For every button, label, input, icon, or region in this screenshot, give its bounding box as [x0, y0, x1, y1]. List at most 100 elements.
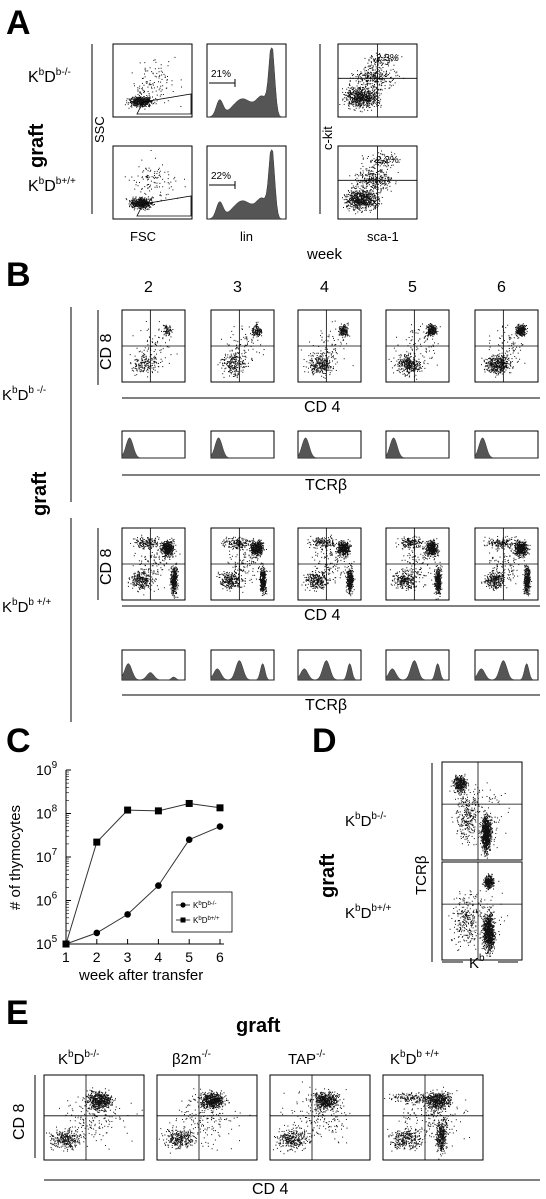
- panel-e-dotplot-1: [156, 1074, 258, 1161]
- panel-b-ko-dotplot-wk6-dots: [481, 323, 528, 378]
- panel-a-sca1-plot-0: 2.3%: [337, 43, 418, 118]
- panel-a-sca1-plot-0-dots: [339, 52, 405, 113]
- panel-b-wt-dotplot-wk4-dots: [301, 534, 356, 597]
- panel-e-dotplot-2: [269, 1074, 371, 1161]
- panel-c-series-line-1: [65, 802, 221, 945]
- panel-label-d: D: [312, 722, 337, 760]
- panel-a-lin-histogram-0: 21%: [206, 43, 287, 118]
- panel-b-week-2: 2: [144, 279, 153, 296]
- panel-e-dotplot-3-dots: [384, 1086, 470, 1160]
- panel-b-ko-tcrb-wk2-curve: [121, 437, 185, 459]
- panel-a-lin-pct-1: 22%: [211, 171, 231, 182]
- panel-d-ko-dotplot: [441, 761, 523, 861]
- panel-c-point-s1-3: [154, 807, 162, 815]
- panel-b-wt-dotplot-wk5: [385, 527, 450, 601]
- panel-c-xlabel: week after transfer: [78, 967, 203, 984]
- panel-b-wt-tcrb-wk4-curve: [297, 660, 361, 681]
- panel-c-ytick-label-9: 109: [36, 760, 58, 778]
- panel-c-xtick-label-6: 6: [216, 949, 224, 965]
- panel-b-wt-tcrb-wk2: [121, 649, 186, 681]
- panel-a-graft-label: graft: [26, 123, 48, 168]
- panel-b-ko-tcrb-wk3-curve: [210, 437, 274, 459]
- panel-a-sca1-pct-0: 2.3%: [376, 53, 399, 64]
- panel-d-ylabel: TCRβ: [413, 855, 430, 895]
- panel-b-ko-tcrb-wk6: [474, 430, 539, 459]
- panel-b-ko-dotplot-wk3: [210, 309, 275, 383]
- panel-c-legend-marker-0: [180, 902, 186, 908]
- panel-e-dotplot-0-dots: [46, 1087, 143, 1152]
- panel-b-wt-tcrb-wk5-curve: [385, 660, 449, 681]
- panel-c-point-s0-4: [185, 836, 193, 843]
- panel-a-xlabel-fsc: FSC: [130, 229, 156, 244]
- panel-a-xlabel-sca1: sca-1: [367, 229, 399, 244]
- panel-b-ko-dotplot-wk4: [297, 309, 362, 383]
- panel-a-fsc-plot-0-frame: [112, 43, 193, 118]
- panel-b-wt-dotplot-wk6-dots: [481, 535, 533, 597]
- panel-e-cd8-label: CD 8: [11, 1103, 28, 1140]
- panel-b-wt-dotplot-wk2: [121, 527, 186, 601]
- panel-c-xtick-label-4: 4: [154, 949, 162, 965]
- panel-b-wt-tcrb-wk2-curve: [121, 663, 185, 681]
- panel-b-cd4-wt: CD 4: [304, 607, 341, 624]
- panel-d-wt-dotplot-frame: [441, 861, 523, 961]
- panel-b-wt-tcrb-wk5: [385, 649, 450, 681]
- panel-e-graft-label: graft: [236, 1015, 281, 1037]
- panel-b-ko-tcrb-wk4-curve: [297, 437, 361, 459]
- panel-c-point-s1-0: [62, 940, 70, 948]
- panel-a-fsc-plot-1-dots: [124, 150, 186, 211]
- panel-a-sca1-plot-1-dots: [342, 150, 401, 215]
- panel-c-xtick-label-2: 2: [93, 949, 101, 965]
- panel-c-ytick-label-8: 108: [36, 804, 58, 822]
- panel-b-wt-dotplot-wk3-dots: [216, 536, 271, 597]
- panel-c-point-s0-2: [124, 911, 131, 918]
- panel-label-e: E: [6, 994, 29, 1032]
- panel-c-legend-box: [171, 891, 233, 933]
- panel-e-dotplot-1-frame: [156, 1074, 258, 1161]
- panel-a-lin-pct-0: 21%: [211, 69, 231, 80]
- panel-e-dotplot-0: [43, 1074, 145, 1161]
- panel-c-point-s1-2: [124, 806, 132, 814]
- panel-d-row-label-wt: KbDb+/+: [345, 903, 392, 922]
- panel-b-week-5: 5: [408, 279, 417, 296]
- panel-a-row-label-ko: KbDb-/-: [28, 67, 71, 86]
- panel-b-cd8-ko: CD 8: [98, 333, 115, 370]
- panel-e-col-wt: KbDb +/+: [390, 1049, 439, 1068]
- panel-b-wt-dotplot-wk6: [474, 527, 539, 601]
- panel-a-fsc-plot-1: [112, 145, 193, 220]
- panel-c-ytick-label-6: 106: [36, 891, 58, 909]
- panel-c-legend-label-0: KbDb-/-: [193, 901, 216, 910]
- panel-a-fsc-plot-0: [112, 43, 193, 118]
- panel-c-point-s1-1: [93, 838, 101, 846]
- panel-c-series-line-0: [65, 826, 221, 945]
- panel-b-row-label-ko: KbDb -/-: [2, 385, 46, 404]
- panel-d-ko-dotplot-frame: [441, 761, 523, 861]
- panel-b-ko-dotplot-wk4-dots: [300, 320, 354, 379]
- panel-e-col-b2m: β2m-/-: [172, 1049, 211, 1068]
- panel-c-xtick-label-3: 3: [124, 949, 132, 965]
- panel-a-lin-histogram-1: 22%: [206, 145, 287, 220]
- panel-b-wt-tcrb-wk3-curve: [210, 660, 274, 681]
- panel-b-wt-dotplot-wk2-dots: [127, 534, 181, 599]
- panel-c-legend-label-1: KbDb+/+: [193, 916, 220, 925]
- panel-d-ko-dotplot-dots: [449, 773, 510, 859]
- panel-d-xlabel: Kb: [469, 953, 485, 972]
- panel-b-ko-tcrb-wk2: [121, 430, 186, 459]
- panel-d-wt-dotplot-dots: [448, 873, 509, 957]
- panel-b-wt-dotplot-wk5-dots: [389, 535, 443, 600]
- panel-b-wt-tcrb-wk4: [297, 649, 362, 681]
- panel-label-c: C: [6, 722, 31, 760]
- panel-c-xtick-label-1: 1: [62, 949, 70, 965]
- panel-a-sca1-plot-1: 2.2%: [337, 145, 418, 220]
- panel-b-ko-tcrb-wk5: [385, 430, 450, 459]
- panel-b-ko-tcrb-wk3: [210, 430, 275, 459]
- panel-c-ytick-label-5: 105: [36, 934, 58, 952]
- panel-c-point-s1-5: [216, 804, 224, 812]
- panel-e-dotplot-3: [382, 1074, 484, 1161]
- panel-b-ko-tcrb-wk4: [297, 430, 362, 459]
- panel-c-chart: 105 106 107 108 109 1 2 3 4 5 6 KbDb-/- KbDb+/+: [36, 760, 233, 965]
- panel-b-ko-dotplot-wk2: [121, 309, 186, 383]
- panel-b-wt-tcrb-wk3: [210, 649, 275, 681]
- panel-b-week-6: 6: [497, 279, 506, 296]
- panel-a-lin-histogram-1-curve: [206, 149, 286, 220]
